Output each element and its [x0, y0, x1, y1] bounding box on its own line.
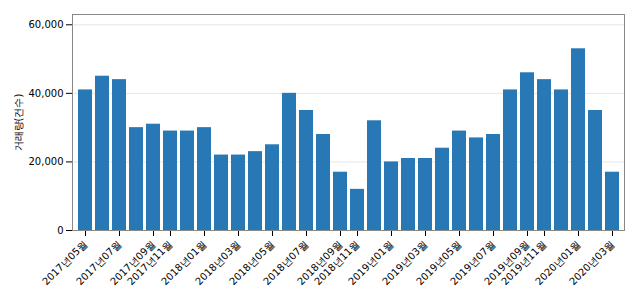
svg-text:2017년07월: 2017년07월	[74, 238, 124, 288]
svg-text:2017년09월: 2017년09월	[108, 238, 158, 288]
svg-text:2019년01월: 2019년01월	[346, 238, 396, 288]
svg-text:2018년05월: 2018년05월	[227, 238, 277, 288]
svg-text:2020년01월: 2020년01월	[533, 238, 583, 288]
svg-text:2017년11월: 2017년11월	[125, 238, 175, 288]
svg-text:2018년01월: 2018년01월	[159, 238, 209, 288]
svg-text:40,000: 40,000	[29, 88, 64, 99]
svg-text:2018년09월: 2018년09월	[295, 238, 345, 288]
svg-text:2018년07월: 2018년07월	[261, 238, 311, 288]
svg-text:20,000: 20,000	[29, 156, 64, 167]
svg-text:2020년03월: 2020년03월	[567, 238, 616, 287]
svg-text:2019년05월: 2019년05월	[414, 238, 464, 288]
svg-text:2017년05월: 2017년05월	[40, 238, 90, 288]
svg-text:2019년11월: 2019년11월	[499, 238, 549, 288]
svg-text:2018년11월: 2018년11월	[312, 238, 362, 288]
svg-text:2018년03월: 2018년03월	[193, 238, 243, 288]
svg-text:거래량(건수): 거래량(건수)	[13, 94, 24, 152]
svg-text:2019년09월: 2019년09월	[482, 238, 532, 288]
svg-text:2019년03월: 2019년03월	[380, 238, 430, 288]
svg-text:60,000: 60,000	[29, 19, 64, 30]
svg-text:2019년07월: 2019년07월	[448, 238, 498, 288]
svg-text:0: 0	[57, 225, 63, 236]
